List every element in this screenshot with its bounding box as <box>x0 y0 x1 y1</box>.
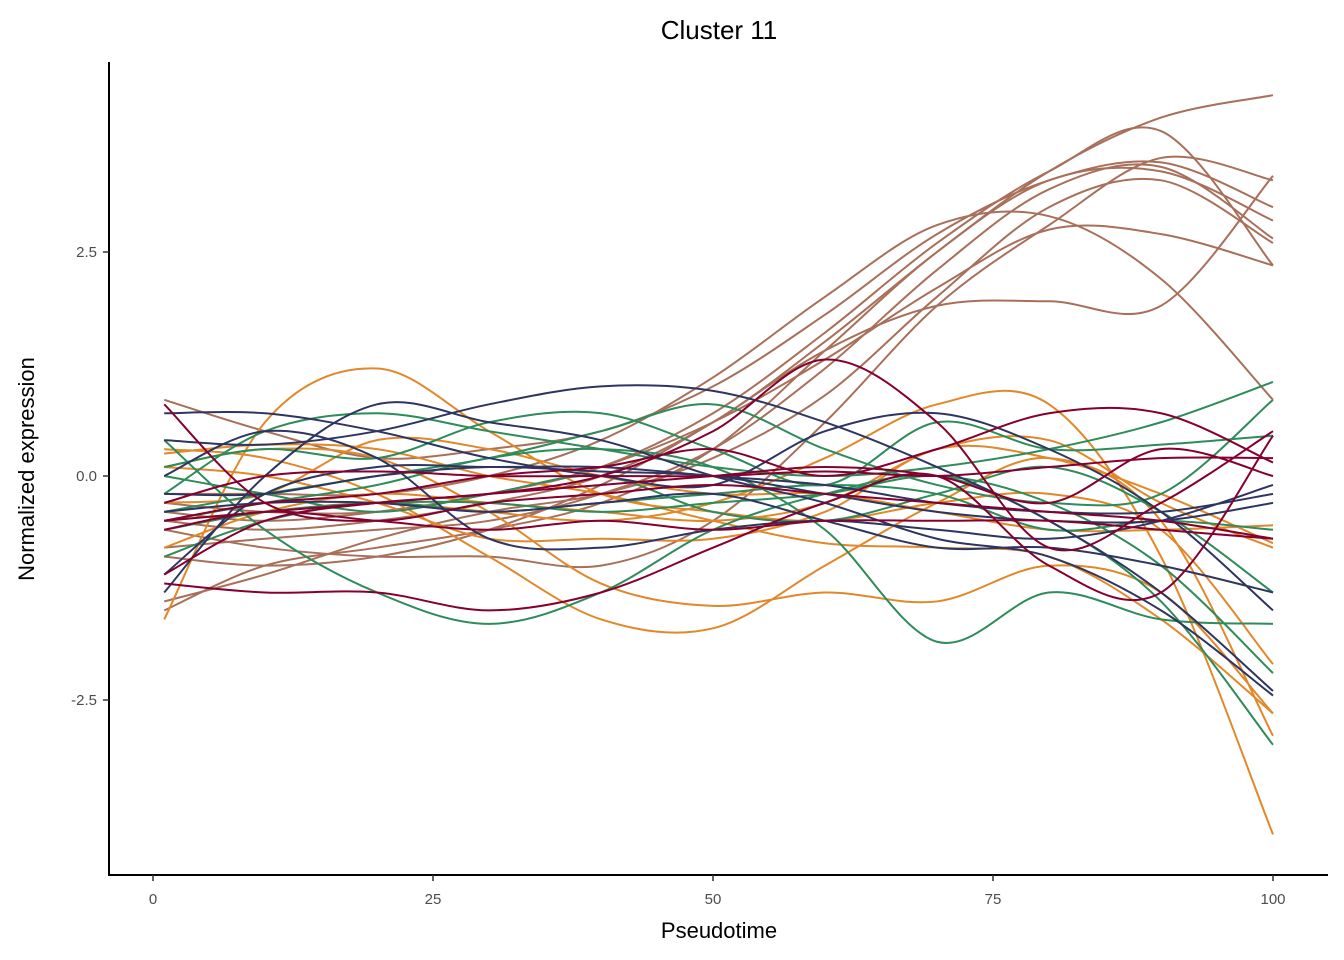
series-line-navy-26 <box>164 384 1274 692</box>
y-tick-label: 0.0 <box>76 468 97 485</box>
series-line-crimson-36 <box>163 403 1274 540</box>
series-lines <box>163 94 1274 835</box>
series-line-brown-7 <box>164 163 1274 549</box>
series-line-crimson-34 <box>164 435 1274 612</box>
series-line-brown-8 <box>163 177 1274 603</box>
series-line-green-19 <box>164 447 1274 645</box>
series-line-green-24 <box>164 465 1274 594</box>
series-line-orange-12 <box>164 447 1274 715</box>
y-tick-label: 2.5 <box>76 244 97 261</box>
x-tick-label: 25 <box>425 891 442 908</box>
series-line-navy-31 <box>164 492 1274 594</box>
series-line-orange-13 <box>164 389 1274 835</box>
series-line-brown-1 <box>164 126 1274 515</box>
series-line-brown-9 <box>164 155 1274 569</box>
series-line-green-20 <box>163 380 1274 495</box>
x-tick-label: 50 <box>705 891 722 908</box>
series-line-crimson-35 <box>164 406 1274 522</box>
y-tick-label: -2.5 <box>71 692 97 709</box>
series-line-brown-5 <box>163 166 1274 612</box>
x-tick-label: 0 <box>149 891 157 908</box>
x-tick-label: 75 <box>985 891 1002 908</box>
chart-title: Cluster 11 <box>661 15 778 45</box>
series-line-brown-2 <box>164 175 1274 567</box>
axis-ticks: 0 25 50 75 100 -2.5 0.0 2.5 <box>71 244 1285 908</box>
series-line-green-22 <box>164 410 1274 487</box>
series-line-navy-27 <box>164 410 1274 612</box>
x-tick-label: 100 <box>1260 891 1285 908</box>
series-line-crimson-39 <box>164 447 1274 522</box>
series-line-brown-4 <box>164 224 1274 522</box>
y-axis-title: Normalized expression <box>14 357 39 581</box>
x-axis-title: Pseudotime <box>661 918 777 943</box>
series-line-brown-3 <box>164 210 1274 497</box>
series-line-crimson-37 <box>164 510 1274 540</box>
series-line-brown-6 <box>163 160 1274 460</box>
